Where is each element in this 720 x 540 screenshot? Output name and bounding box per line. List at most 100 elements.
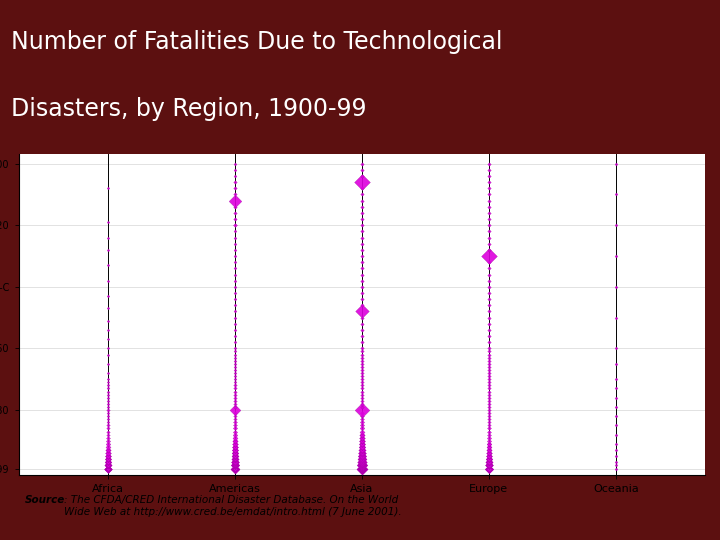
- Point: [483, 166, 495, 174]
- Point: [102, 455, 114, 463]
- Point: [483, 178, 495, 186]
- Point: [102, 393, 114, 402]
- Point: [610, 452, 621, 461]
- Point: [356, 464, 367, 473]
- Point: [102, 184, 114, 193]
- Point: [610, 384, 621, 393]
- Point: [483, 197, 495, 205]
- Point: [229, 461, 240, 470]
- Point: [356, 458, 367, 467]
- Point: [229, 239, 240, 248]
- Point: [102, 455, 114, 463]
- Point: [229, 166, 240, 174]
- Point: [229, 233, 240, 242]
- Point: [610, 252, 621, 260]
- Point: [229, 461, 240, 470]
- Point: [102, 387, 114, 396]
- Point: [356, 381, 367, 390]
- Point: [483, 461, 495, 470]
- Point: [229, 362, 240, 371]
- Point: [483, 421, 495, 430]
- Point: [102, 421, 114, 430]
- Point: [483, 289, 495, 298]
- Point: [356, 313, 367, 322]
- Point: [356, 384, 367, 393]
- Point: [356, 455, 367, 463]
- Point: [229, 326, 240, 334]
- Point: [229, 461, 240, 470]
- Point: [356, 353, 367, 362]
- Point: [356, 464, 367, 473]
- Point: [229, 464, 240, 473]
- Point: [356, 252, 367, 260]
- Point: [102, 409, 114, 417]
- Point: [356, 458, 367, 467]
- Point: [102, 369, 114, 377]
- Point: [229, 246, 240, 254]
- Point: [229, 449, 240, 457]
- Point: [356, 421, 367, 430]
- Point: [102, 464, 114, 473]
- Point: [102, 464, 114, 473]
- Point: [229, 449, 240, 457]
- Point: [483, 458, 495, 467]
- Point: [356, 461, 367, 470]
- Point: [102, 455, 114, 463]
- Point: [102, 464, 114, 473]
- Point: [102, 218, 114, 226]
- Point: [356, 461, 367, 470]
- Point: [229, 464, 240, 473]
- Point: [229, 464, 240, 473]
- Point: [102, 458, 114, 467]
- Point: [229, 461, 240, 470]
- Point: [102, 360, 114, 368]
- Point: [229, 258, 240, 267]
- Point: [356, 464, 367, 473]
- Point: [229, 276, 240, 285]
- Point: [102, 316, 114, 325]
- Point: [102, 261, 114, 269]
- Point: [102, 443, 114, 451]
- Point: [229, 461, 240, 470]
- Point: [356, 197, 367, 205]
- Point: [356, 464, 367, 473]
- Point: [229, 307, 240, 316]
- Point: [356, 464, 367, 473]
- Point: [102, 446, 114, 454]
- Point: [483, 356, 495, 365]
- Point: [229, 427, 240, 436]
- Point: [483, 375, 495, 383]
- Point: [229, 369, 240, 377]
- Point: [356, 362, 367, 371]
- Point: [483, 449, 495, 457]
- Point: [356, 446, 367, 454]
- Point: [483, 409, 495, 417]
- Point: [356, 350, 367, 359]
- Point: [483, 221, 495, 230]
- Point: [483, 307, 495, 316]
- Point: [102, 452, 114, 461]
- Point: [229, 418, 240, 427]
- Point: [102, 430, 114, 439]
- Point: [483, 172, 495, 180]
- Point: [102, 375, 114, 383]
- Point: [229, 159, 240, 168]
- Point: [356, 369, 367, 377]
- Point: [229, 344, 240, 353]
- Point: [356, 434, 367, 442]
- Point: [102, 390, 114, 399]
- Point: [102, 464, 114, 473]
- Point: [356, 159, 367, 168]
- Point: [102, 335, 114, 343]
- Point: [229, 390, 240, 399]
- Point: [356, 409, 367, 417]
- Point: [229, 366, 240, 374]
- Text: Disasters, by Region, 1900-99: Disasters, by Region, 1900-99: [11, 97, 366, 121]
- Point: [483, 434, 495, 442]
- Point: [229, 172, 240, 180]
- Point: [229, 270, 240, 279]
- Point: [229, 295, 240, 303]
- Point: [483, 387, 495, 396]
- Point: [229, 197, 240, 205]
- Point: [483, 159, 495, 168]
